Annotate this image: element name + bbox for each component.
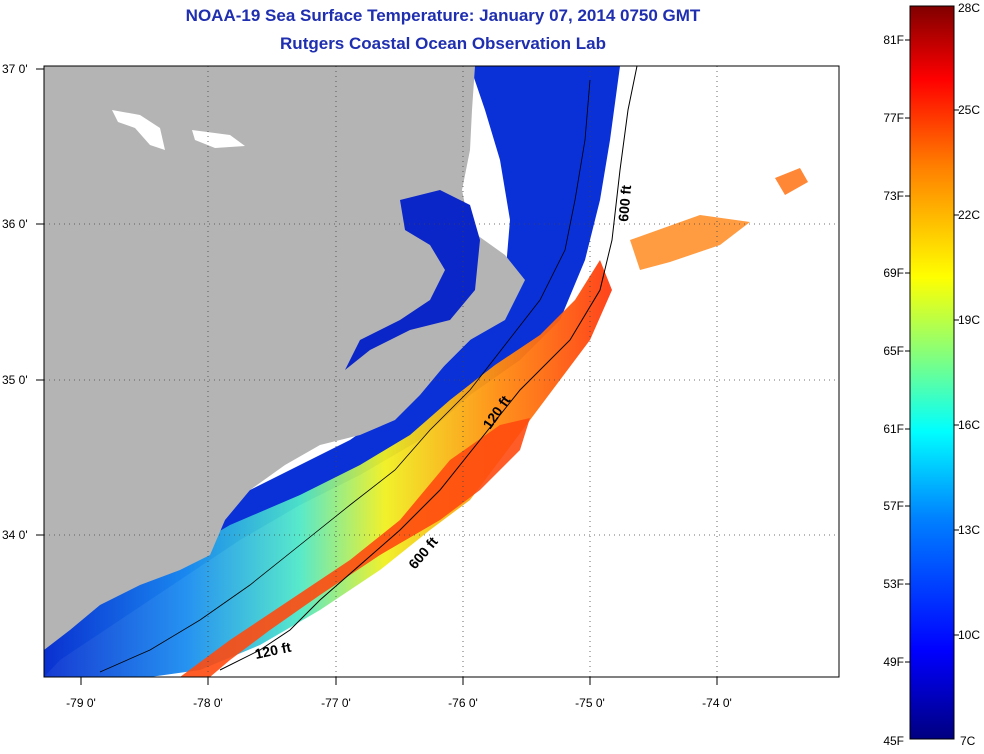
colorbar-c-label: 22C [958,208,980,222]
lon-label: -79 0' [66,696,96,710]
colorbar [909,5,955,740]
latitude-axis [36,68,44,536]
map-border [43,65,840,678]
graticule [44,66,839,677]
colorbar-f-label: 81F [883,33,904,47]
colorbar-f-label: 57F [883,499,904,513]
colorbar-f-label: 61F [883,422,904,436]
colorbar-c-label: 16C [958,418,980,432]
colorbar-f-label: 73F [883,189,904,203]
colorbar-f-label: 65F [883,344,904,358]
contour-label-600ft-north: 600 ft [615,184,634,222]
lon-label: -74 0' [702,696,732,710]
lon-label: -77 0' [321,696,351,710]
contour-120ft [99,79,591,673]
colorbar-ticks [905,39,959,663]
colorbar-c-label: 7C [960,734,976,748]
lat-label: 35 0' [2,373,28,387]
sst-shelf-gradient [44,260,612,677]
contour-label-120ft-south: 120 ft [253,639,292,662]
colorbar-c-label: 28C [958,1,980,15]
contour-600ft [219,66,638,671]
lon-label: -76 0' [448,696,478,710]
colorbar-f-label: 45F [883,734,904,748]
lake-white [112,110,165,150]
lat-label: 36 0' [2,217,28,231]
colorbar-f-label: 53F [883,577,904,591]
sst-offshore-warm [630,215,750,270]
colorbar-c-label: 25C [958,103,980,117]
lake-white-2 [192,130,245,148]
map-title: NOAA-19 Sea Surface Temperature: January… [185,6,701,25]
colorbar-f-label: 77F [883,111,904,125]
colorbar-c-label: 19C [958,313,980,327]
colorbar-c-label: 10C [958,628,980,642]
sst-warm-core [180,418,530,677]
colorbar-f-label: 49F [883,655,904,669]
sound-water [345,190,480,370]
lon-label: -78 0' [193,696,223,710]
lon-label: -75 0' [575,696,605,710]
sst-offshore-patch [775,168,808,195]
colorbar-f-label: 69F [883,266,904,280]
lat-label: 34 0' [2,528,28,542]
longitude-axis [80,677,718,685]
colorbar-c-label: 13C [958,523,980,537]
lat-label: 37 0' [2,62,28,76]
map-subtitle: Rutgers Coastal Ocean Observation Lab [280,34,606,53]
